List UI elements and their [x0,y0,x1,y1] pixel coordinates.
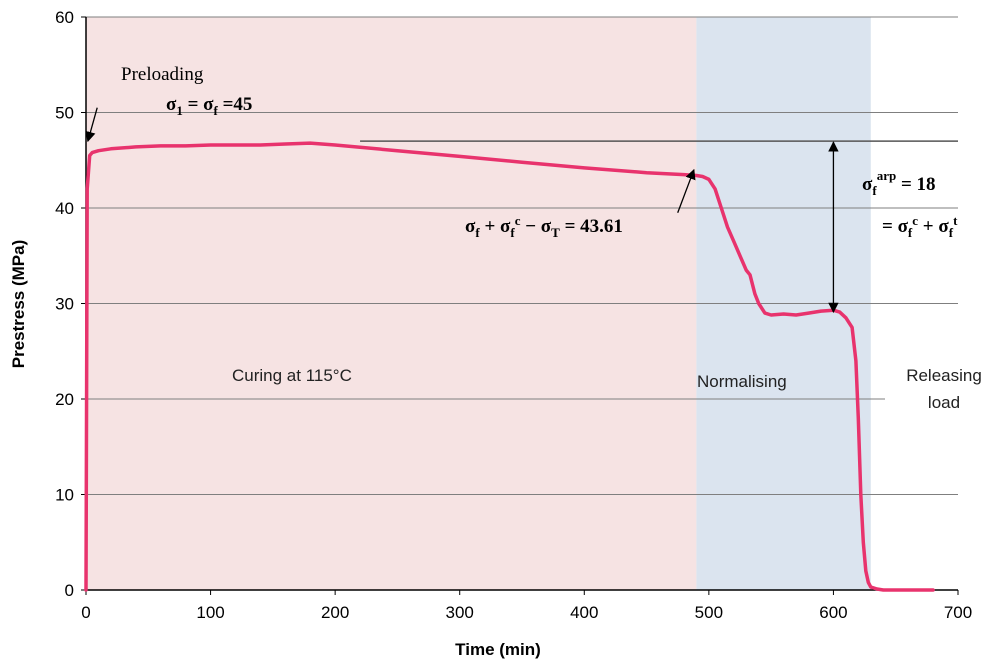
region-label-normalising: Normalising [697,372,787,391]
y-tick-label-50: 50 [55,104,74,123]
x-tick-label-300: 300 [446,603,474,622]
annotation-sigma-end-curing: σf + σfc − σT = 43.61 [465,213,623,240]
x-tick-label-0: 0 [81,603,90,622]
x-axis-title: Time (min) [455,640,541,659]
series-lines [84,141,935,592]
y-tick-label-30: 30 [55,295,74,314]
y-tick-labels: 0 10 20 30 40 50 60 [55,8,74,600]
y-tick-label-40: 40 [55,199,74,218]
x-tick-label-600: 600 [819,603,847,622]
region-label-releasing: Releasing load [906,366,982,412]
annotation-sigma-arp: σfarp = 18 [862,168,936,198]
annotation-arrows [85,107,839,314]
region-label-curing: Curing at 115°C [232,366,352,385]
annotation-preloading: Preloading [121,64,204,85]
y-tick-label-20: 20 [55,390,74,409]
x-tick-label-700: 700 [944,603,972,622]
x-tick-label-500: 500 [695,603,723,622]
y-axis-title: Prestress (MPa) [9,240,28,369]
arrow-end-curing [677,168,696,214]
x-tick-label-400: 400 [570,603,598,622]
y-tick-label-10: 10 [55,486,74,505]
arrow-preloading [85,107,98,143]
x-tick-label-100: 100 [196,603,224,622]
gridlines [86,16,958,495]
x-tick-labels: 0 100 200 300 400 500 600 700 [81,603,972,622]
annotation-sigma-initial: σ1 = σf =45 [166,94,252,118]
y-tick-label-0: 0 [65,581,74,600]
annotation-sigma-arp-sum: = σfc + σft [882,213,958,240]
y-tick-label-60: 60 [55,8,74,27]
x-tick-label-200: 200 [321,603,349,622]
series-line-0 [84,141,935,592]
